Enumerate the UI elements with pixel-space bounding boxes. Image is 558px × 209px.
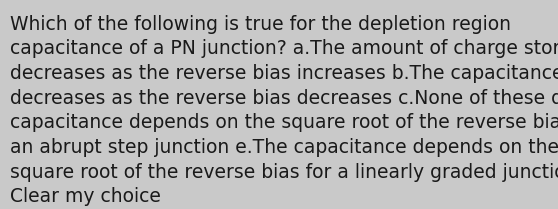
Text: Which of the following is true for the depletion region: Which of the following is true for the d… — [10, 15, 511, 34]
Text: capacitance depends on the square root of the reverse bias for: capacitance depends on the square root o… — [10, 113, 558, 132]
Text: capacitance of a PN junction? a.The amount of charge stored: capacitance of a PN junction? a.The amou… — [10, 39, 558, 58]
Text: decreases as the reverse bias increases b.The capacitance: decreases as the reverse bias increases … — [10, 64, 558, 83]
Text: Clear my choice: Clear my choice — [10, 187, 161, 206]
Text: decreases as the reverse bias decreases c.None of these d.The: decreases as the reverse bias decreases … — [10, 89, 558, 108]
Text: an abrupt step junction e.The capacitance depends on the: an abrupt step junction e.The capacitanc… — [10, 138, 558, 157]
Text: square root of the reverse bias for a linearly graded junction: square root of the reverse bias for a li… — [10, 163, 558, 182]
